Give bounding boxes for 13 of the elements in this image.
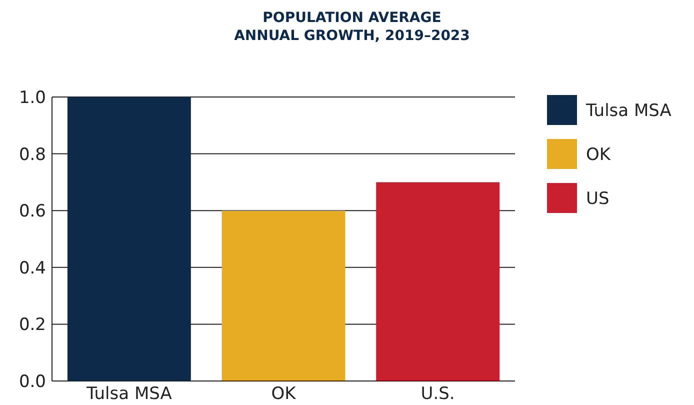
y-tick-label: 1.0 bbox=[18, 88, 46, 108]
y-tick-label: 0.6 bbox=[18, 202, 46, 222]
y-tick-label: 0.2 bbox=[18, 315, 46, 336]
y-tick-label: 0.0 bbox=[18, 372, 46, 392]
y-tick-label: 0.8 bbox=[18, 144, 46, 165]
legend-label: Tulsa MSA bbox=[585, 100, 672, 121]
legend-label: OK bbox=[586, 144, 612, 165]
x-tick-label: OK bbox=[271, 384, 297, 404]
y-tick-label: 0.4 bbox=[18, 258, 46, 278]
chart-title: POPULATION AVERAGE ANNUAL GROWTH, 2019–2023 bbox=[234, 10, 470, 44]
legend-label: US bbox=[586, 188, 610, 209]
x-tick-label: Tulsa MSA bbox=[85, 384, 172, 404]
x-tick-label: U.S. bbox=[420, 384, 455, 404]
